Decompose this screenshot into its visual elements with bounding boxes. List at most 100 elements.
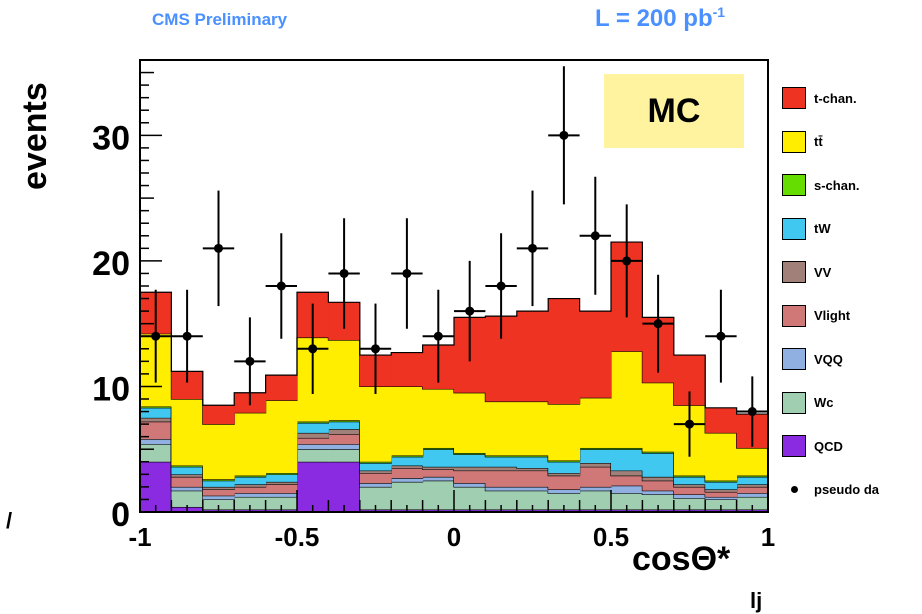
bar-vlight-bin-11 [485,470,518,487]
legend-label: tW [814,221,831,236]
bar-tw-bin-9 [422,449,455,467]
bar-tt-bin-19 [736,447,769,476]
bar-wc-bin-5 [297,449,329,462]
bar-vlight-bin-18 [705,491,738,497]
data-point [496,281,506,291]
y-tick-label: 30 [92,119,130,157]
bar-t-chan-bin-14 [579,311,612,398]
bar-vqq-bin-17 [673,494,706,499]
bar-vqq-bin-13 [548,489,581,494]
bar-vlight-bin-12 [516,470,549,487]
bar-s-chan-bin-10 [454,452,486,455]
edge-mark: / [6,508,13,533]
data-point [371,344,380,354]
bar-tw-bin-18 [705,481,738,490]
luminosity-exponent: -1 [712,4,726,20]
bar-wc-bin-15 [611,493,643,510]
bar-s-chan-bin-6 [328,420,361,422]
data-point [747,407,757,417]
data-point [622,256,632,266]
bar-tt-bin-18 [705,432,738,481]
bar-wc-bin-12 [516,490,549,510]
bar-tw-bin-15 [611,449,643,471]
bar-tt-bin-2 [202,424,235,480]
bar-tw-bin-11 [485,456,518,467]
bar-vv-bin-14 [579,463,612,467]
bar-wc-bin-6 [328,449,361,462]
bar-tw-bin-17 [673,476,706,485]
bar-vv-bin-11 [485,466,518,471]
bar-wc-bin-19 [736,496,769,510]
bar-wc-bin-3 [234,496,267,510]
bar-tt-bin-6 [328,339,361,421]
bar-tw-bin-7 [359,463,392,471]
bar-vqq-bin-19 [736,493,769,497]
bar-tw-bin-6 [328,421,361,430]
legend-item-tt: tt̄ [782,130,823,154]
bar-tt-bin-11 [485,401,518,456]
bar-vv-bin-1 [171,474,204,477]
bar-vv-bin-4 [265,481,298,485]
legend-item-s-chan: s-chan. [782,173,860,197]
legend-label: Wc [814,395,834,410]
bar-vqq-bin-10 [454,483,486,487]
bar-wc-bin-0 [140,444,172,462]
legend-item-tw: tW [782,217,831,241]
bar-tt-bin-15 [611,351,643,448]
bar-vv-bin-19 [736,484,769,487]
bar-t-chan-bin-13 [548,298,581,405]
bar-vlight-bin-2 [202,489,235,496]
legend-item-vqq: VQQ [782,347,843,371]
x-tick-label: 0.5 [593,522,629,552]
luminosity-base: L = 200 pb [595,5,713,32]
bar-wc-bin-16 [642,494,675,510]
bar-tw-bin-16 [642,452,675,477]
bar-wc-bin-8 [391,481,424,510]
bar-vlight-bin-5 [297,437,329,445]
bar-s-chan-bin-17 [673,475,706,477]
bar-tw-bin-12 [516,456,549,469]
legend-item-vlight: Vlight [782,304,850,328]
data-point [590,231,600,241]
bar-qcd-bin-6 [328,461,361,512]
legend-swatch [782,435,806,457]
legend-label: s-chan. [814,177,860,193]
bar-vqq-bin-12 [516,486,549,491]
bar-vlight-bin-17 [673,486,706,495]
bar-s-chan-bin-1 [171,465,204,467]
bar-tt-bin-9 [422,388,455,448]
bar-s-chan-bin-4 [265,473,298,475]
bar-t-chan-bin-8 [391,352,424,387]
bar-vqq-bin-15 [611,485,643,494]
bar-s-chan-bin-11 [485,455,518,457]
legend-label: VV [814,264,832,280]
luminosity-label: L = 200 pb-1 [595,4,725,33]
legend-item-t-chan: t-chan. [782,86,857,110]
bar-vqq-bin-8 [391,478,424,482]
legend-item-pseudo-data: pseudo da [782,478,879,502]
y-tick-label: 20 [92,245,130,283]
legend-swatch [782,304,806,327]
bar-s-chan-bin-12 [516,455,549,457]
bar-vlight-bin-15 [611,475,643,486]
bar-s-chan-bin-14 [579,447,612,450]
bar-vv-bin-10 [454,466,486,471]
bar-t-chan-bin-18 [705,407,738,433]
bar-vv-bin-3 [234,484,267,487]
bar-vlight-bin-19 [736,486,769,494]
bar-s-chan-bin-13 [548,460,581,462]
bar-s-chan-bin-19 [736,475,769,477]
bar-wc-bin-4 [265,496,298,510]
bar-tw-bin-19 [736,476,769,485]
bar-vv-bin-5 [297,432,329,438]
legend-label: t-chan. [814,90,857,106]
bar-vqq-bin-2 [202,495,235,500]
bar-vqq-bin-6 [328,444,361,450]
bar-vlight-bin-14 [579,466,612,487]
bar-vv-bin-13 [548,473,581,476]
data-point [465,306,475,316]
bar-tw-bin-0 [140,407,172,418]
bar-wc-bin-1 [171,490,204,507]
bar-vlight-bin-10 [454,470,486,484]
